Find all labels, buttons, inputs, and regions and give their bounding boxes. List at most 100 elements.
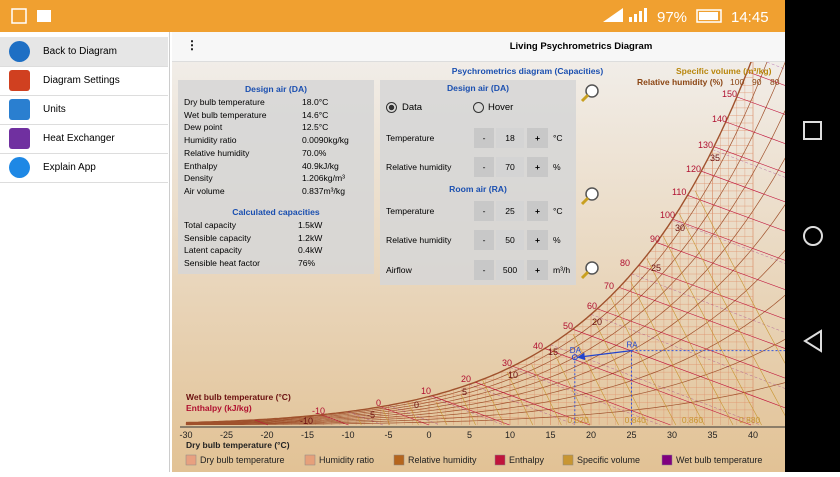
wet-bulb-line [550, 344, 761, 426]
enthalpy-label: 100 [660, 210, 675, 220]
drawer-item[interactable]: Diagram Settings [0, 66, 168, 96]
radio[interactable] [386, 102, 397, 113]
minus-button[interactable]: - [474, 157, 494, 177]
legend-label: Dry bulb temperature [200, 455, 285, 465]
enthalpy-line [656, 242, 785, 290]
wet-bulb-label: 30 [675, 223, 685, 233]
minus-button[interactable]: - [474, 260, 494, 280]
row-value: 0.4kW [298, 245, 323, 256]
field-label: Temperature [386, 206, 435, 216]
drawer-item[interactable]: Explain App [0, 153, 168, 183]
volume-line [357, 417, 362, 426]
field-value: 50 [496, 230, 524, 250]
volume-line [572, 334, 619, 426]
legend-swatch [304, 454, 316, 466]
drawer-item[interactable]: Back to Diagram [0, 37, 168, 67]
menu-button[interactable]: ⋮ [186, 38, 198, 52]
radio-label: Data [402, 102, 423, 113]
rh-curve [185, 62, 752, 424]
row-value: 40.9kJ/kg [302, 160, 339, 171]
zoom-button [585, 187, 599, 201]
enthalpy-line [597, 308, 785, 379]
row-label: Dew point [184, 122, 223, 133]
back-button[interactable] [803, 329, 822, 353]
volume-line [407, 402, 419, 426]
row-label: Sensible capacity [184, 232, 251, 243]
zoom-button [585, 84, 599, 98]
row-value: 12.5°C [302, 122, 329, 133]
legend-swatch [562, 454, 574, 466]
process-arrow [577, 349, 632, 361]
row-label: Density [184, 173, 213, 184]
enthalpy-label: 30 [502, 358, 512, 368]
enthalpy-line [544, 348, 752, 426]
x-tick-label: 20 [586, 430, 596, 440]
zoom-handle [580, 270, 590, 280]
panel-title: Design air (DA) [446, 83, 510, 93]
field-value: 70 [496, 157, 524, 177]
wet-bulb-label: 20 [592, 317, 602, 327]
enthalpy-label: 120 [686, 164, 701, 174]
volume-line [436, 402, 448, 426]
enthalpy-label: 150 [722, 89, 737, 99]
enthalpy-label: 20 [461, 374, 471, 384]
battery-text: 97% [657, 9, 687, 26]
drawer-item[interactable]: Heat Exchanger [0, 124, 168, 154]
field-unit: % [553, 162, 561, 172]
plus-button[interactable]: + [527, 157, 548, 177]
controls-title: Psychrometrics diagram (Capacities) [451, 66, 604, 76]
enthalpy-label: 140 [712, 114, 727, 124]
drawer-label: Units [43, 104, 66, 115]
wet-bulb-axis-label: Wet bulb temperature (°C) [186, 392, 291, 402]
plus-button[interactable]: + [527, 201, 548, 221]
gallery-icon [11, 8, 27, 24]
row-value: 70.0% [302, 147, 327, 158]
enthalpy-label: -10 [312, 406, 325, 416]
volume-line [610, 296, 677, 426]
x-axis-label: Dry bulb temperature (°C) [186, 440, 290, 450]
enthalpy-line [512, 365, 671, 426]
plus-button[interactable]: + [527, 230, 548, 250]
row-label: Air volume [184, 185, 225, 196]
minus-button[interactable]: - [474, 128, 494, 148]
minus-button[interactable]: - [474, 230, 494, 250]
plus-button[interactable]: + [527, 128, 548, 148]
legend-label: Wet bulb temperature [676, 455, 762, 465]
volume-label: 0.860 [682, 415, 704, 425]
row-label: Wet bulb temperature [184, 109, 267, 120]
wet-bulb-label: 0 [414, 400, 419, 410]
row-label: Total capacity [184, 220, 237, 230]
home-button[interactable] [803, 226, 823, 246]
legend-label: Relative humidity [408, 455, 477, 465]
enthalpy-label: 60 [587, 301, 597, 311]
minus-button[interactable]: - [474, 201, 494, 221]
diagram-lines [185, 62, 785, 426]
field-label: Temperature [386, 133, 435, 143]
drawer-label: Explain App [43, 162, 96, 173]
field-label: Airflow [386, 265, 412, 275]
rh-tick-label: 80 [770, 77, 780, 87]
toolbar: ⋮ Living Psychrometrics Diagram [172, 32, 785, 62]
field-value: 25 [496, 201, 524, 221]
volume-line [695, 190, 785, 364]
plus-button[interactable]: + [527, 260, 548, 280]
enthalpy-line [254, 419, 269, 426]
enthalpy-line [380, 406, 430, 426]
volume-line [460, 394, 476, 426]
drawer-icon [9, 128, 30, 149]
drawer-item[interactable]: Units [0, 95, 168, 125]
rh-tick-label: 90 [752, 77, 762, 87]
photo-icon [37, 10, 51, 22]
wet-bulb-line [509, 367, 661, 426]
rh-curve [186, 294, 785, 425]
rh-axis-label: Relative humidity (%) [637, 77, 723, 87]
wet-bulb-label: 35 [710, 153, 720, 163]
radio[interactable] [473, 102, 484, 113]
field-value: 500 [496, 260, 524, 280]
legend-swatch [185, 454, 197, 466]
recents-button[interactable] [803, 121, 822, 140]
wet-bulb-label: 25 [651, 263, 661, 273]
enthalpy-label: 90 [650, 234, 660, 244]
row-value: 1.206kg/m³ [302, 173, 345, 184]
